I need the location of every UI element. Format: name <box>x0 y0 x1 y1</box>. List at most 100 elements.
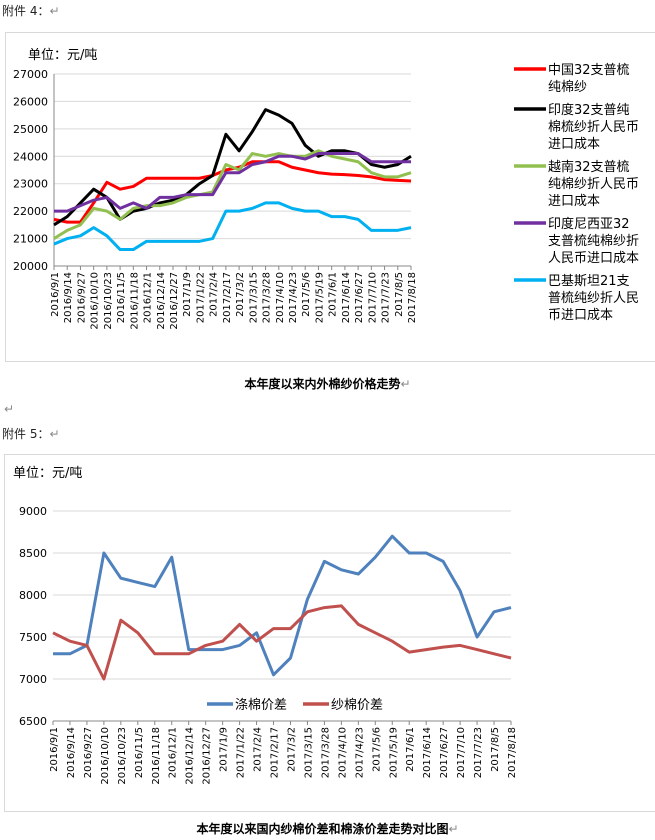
y-tick-label: 20000 <box>13 260 48 273</box>
x-tick-label: 2017/3/28 <box>320 727 331 778</box>
chart-1-caption-text: 本年度以来内外棉纱价格走势 <box>244 377 401 391</box>
x-tick-label: 2017/3/2 <box>286 727 297 772</box>
legend-label-line: 币进口成本 <box>548 308 613 323</box>
x-tick-label: 2017/5/6 <box>371 727 382 772</box>
chart-2-frame: 单位：元/吨 6500 7000 7500 8000 8500 9000 2016/9/1 20… <box>4 454 655 812</box>
y-tick-label: 8000 <box>19 589 47 602</box>
unit-label: 单位：元/吨 <box>28 48 97 63</box>
chart-2-caption-text: 本年度以来国内纱棉价差和棉涤价差走势对比图 <box>196 822 449 836</box>
series-line-3 <box>54 152 411 213</box>
x-tick-label: 2016/9/14 <box>63 272 74 323</box>
attachment-4-label: 附件 4：↵ <box>2 2 60 19</box>
x-tick-label: 2016/11/18 <box>129 272 140 330</box>
series-line-4 <box>53 201 412 252</box>
x-tick-label: 2017/2/4 <box>209 272 220 317</box>
x-tick-label: 2017/3/15 <box>248 272 259 323</box>
x-tick-label: 2016/10/23 <box>117 727 128 785</box>
x-tick-label: 2016/9/1 <box>49 727 60 772</box>
legend-label-line: 巴基斯坦21支 <box>548 274 630 289</box>
y-tick-label: 8500 <box>19 547 47 560</box>
y-tick-label: 26000 <box>13 95 48 108</box>
x-tick-label: 2016/12/27 <box>169 272 180 330</box>
x-tick-label: 2017/8/5 <box>490 727 501 772</box>
legend-label-line: 纯棉纱 <box>548 80 587 95</box>
return-mark: ↵ <box>49 427 60 441</box>
x-tick-label: 2017/6/27 <box>439 727 450 778</box>
legend-label-line: 进口成本 <box>548 137 600 152</box>
legend-label-line: 人民币进口成本 <box>548 251 639 266</box>
chart-2: 单位：元/吨 6500 7000 7500 8000 8500 9000 2016/9/1 20… <box>13 466 518 785</box>
x-tick-label: 2016/10/10 <box>100 727 111 785</box>
x-tick-label: 2017/3/28 <box>262 272 273 323</box>
x-tick-label: 2017/3/15 <box>303 727 314 778</box>
x-tick-label: 2017/2/17 <box>270 727 281 778</box>
legend-label: 巴基斯坦21支普梳纯纱折人民币进口成本 <box>548 274 639 323</box>
legend-label-line: 越南32支普梳 <box>548 159 630 175</box>
x-tick-label: 2017/8/18 <box>407 272 418 323</box>
x-tick-label: 2017/1/9 <box>182 272 193 317</box>
x-tick-label: 2017/7/10 <box>456 727 467 778</box>
unit-label: 单位：元/吨 <box>13 466 82 481</box>
x-tick-label: 2017/6/14 <box>341 272 352 323</box>
legend-label-line: 棉梳纱折人民币 <box>548 120 639 135</box>
legend-label-line: 进口成本 <box>548 194 600 209</box>
legend-label: 印度32支普纯棉梳纱折人民币进口成本 <box>548 102 639 152</box>
series-line-1 <box>52 604 512 681</box>
x-tick-label: 2017/3/2 <box>235 272 246 317</box>
x-tick-label: 2017/4/23 <box>354 727 365 778</box>
x-tick-label: 2017/4/10 <box>275 272 286 323</box>
legend-label-line: 纯棉纱折人民币 <box>548 177 639 192</box>
x-tick-label: 2016/11/5 <box>116 272 127 323</box>
return-mark: ↵ <box>49 4 60 18</box>
legend-label: 涤棉价差 <box>235 698 287 713</box>
y-tick-label: 22000 <box>13 205 48 218</box>
legend-label: 纱棉价差 <box>331 698 383 713</box>
chart-2-caption: 本年度以来国内纱棉价差和棉涤价差走势对比图↵ <box>0 820 655 837</box>
x-tick-label: 2017/7/23 <box>381 272 392 323</box>
series-line-0 <box>53 534 512 677</box>
x-tick-label: 2017/7/10 <box>367 272 378 323</box>
x-tick-label: 2017/6/1 <box>405 727 416 772</box>
y-tick-label: 9000 <box>19 505 47 518</box>
x-tick-label: 2017/6/14 <box>422 727 433 778</box>
x-tick-label: 2016/11/18 <box>151 727 162 785</box>
x-tick-label: 2017/8/5 <box>394 272 405 317</box>
legend-label-line: 印度32支普纯 <box>548 102 630 118</box>
x-tick-label: 2017/7/23 <box>473 727 484 778</box>
legend-label: 印度尼西亚32 支普梳纯棉纱折人民币进口成本 <box>548 216 639 266</box>
legend-label-line: 印度尼西亚32 <box>548 216 630 232</box>
x-tick-label: 2016/9/27 <box>76 272 87 323</box>
x-tick-label: 2017/6/27 <box>354 272 365 323</box>
x-tick-label: 2016/9/14 <box>66 727 77 778</box>
x-tick-label: 2016/9/27 <box>83 727 94 778</box>
x-tick-label: 2017/8/18 <box>507 727 518 778</box>
x-tick-label: 2017/1/22 <box>195 272 206 323</box>
attachment-5-text: 附件 5： <box>2 427 50 441</box>
x-tick-label: 2017/5/6 <box>301 272 312 317</box>
legend-label-line: 中国32支普梳 <box>548 63 630 78</box>
y-tick-label: 25000 <box>13 123 48 136</box>
legend-label: 中国32支普梳纯棉纱 <box>548 63 630 95</box>
return-mark: ↵ <box>400 377 411 391</box>
y-tick-label: 23000 <box>13 178 48 191</box>
x-tick-label: 2016/10/10 <box>90 272 101 330</box>
y-tick-label: 7000 <box>19 673 47 686</box>
x-tick-label: 2016/12/14 <box>185 727 196 785</box>
chart-1-frame: 单位：元/吨 20000 21000 22000 23000 24000 25000 2600… <box>5 32 655 362</box>
x-tick-label: 2017/4/23 <box>288 272 299 323</box>
attachment-5-label: 附件 5：↵ <box>2 425 60 442</box>
y-tick-label: 24000 <box>13 150 48 163</box>
return-mark: ↵ <box>4 402 15 416</box>
legend-label: 越南32支普梳纯棉纱折人民币进口成本 <box>548 159 639 209</box>
y-tick-label: 21000 <box>13 233 48 246</box>
x-tick-label: 2016/10/23 <box>103 272 114 330</box>
x-tick-label: 2016/12/1 <box>168 727 179 778</box>
y-tick-label: 7500 <box>19 631 47 644</box>
x-tick-label: 2017/5/19 <box>388 727 399 778</box>
return-mark: ↵ <box>448 822 459 836</box>
chart-1: 单位：元/吨 20000 21000 22000 23000 24000 25000 2600… <box>13 48 639 330</box>
x-tick-label: 2017/2/4 <box>253 727 264 772</box>
series-line-2 <box>53 149 412 240</box>
x-tick-label: 2016/9/1 <box>50 272 61 317</box>
chart-1-caption: 本年度以来内外棉纱价格走势↵ <box>0 375 655 392</box>
